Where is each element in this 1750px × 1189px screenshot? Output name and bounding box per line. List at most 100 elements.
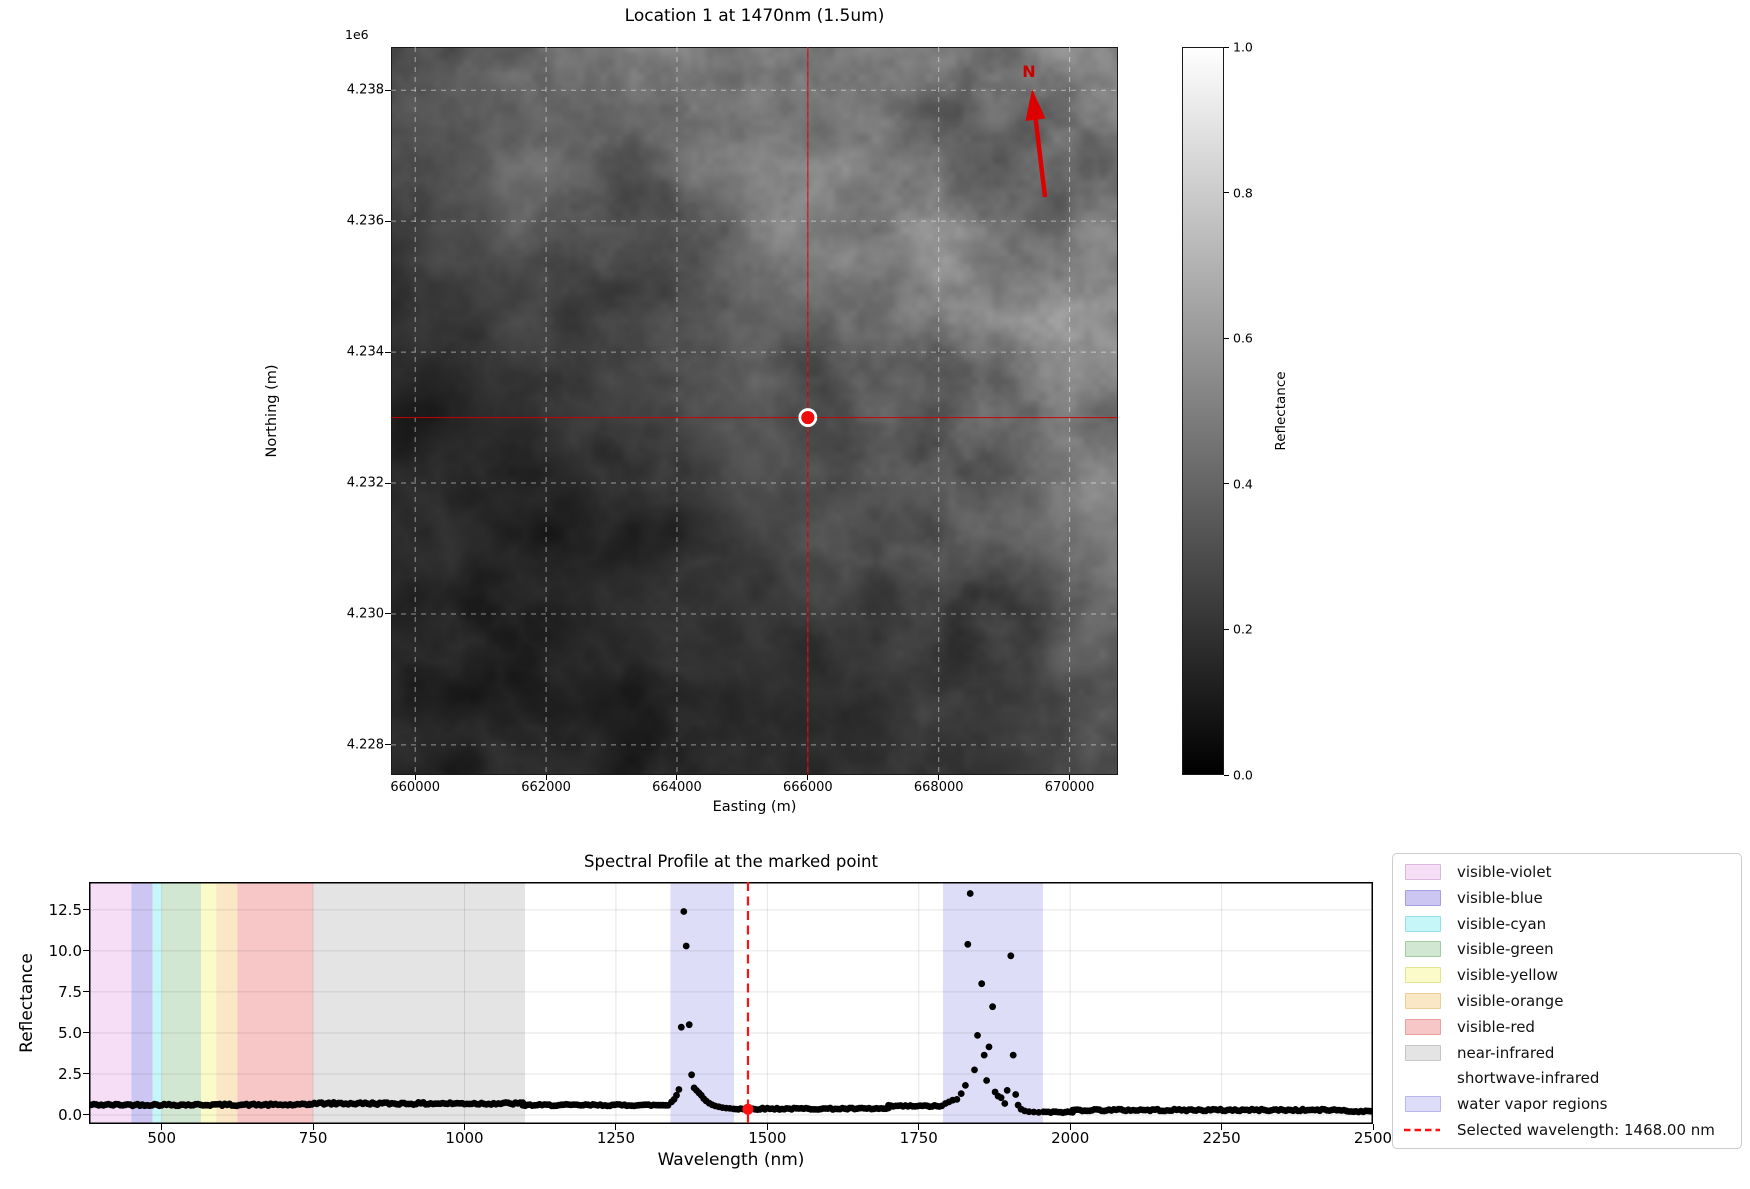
tick-mark xyxy=(83,1032,89,1034)
legend-color-swatch xyxy=(1405,1044,1441,1061)
tick-mark xyxy=(615,1124,617,1130)
spectrum-spike-point xyxy=(680,908,688,915)
legend-item: visible-green xyxy=(1393,937,1741,962)
spectral-x-tick-label: 1750 xyxy=(899,1129,938,1147)
spectrum-spike-point xyxy=(985,1043,993,1051)
tick-mark xyxy=(1069,775,1071,780)
spectral-y-tick-label: 7.5 xyxy=(58,982,82,1001)
spectrum-spike-point xyxy=(675,1086,683,1093)
legend-item-label: visible-yellow xyxy=(1457,966,1558,985)
colorbar-tick-label: 0.2 xyxy=(1233,621,1253,637)
tick-mark xyxy=(1224,192,1229,194)
legend-item: Selected wavelength: 1468.00 nm xyxy=(1393,1118,1741,1143)
legend-color-swatch xyxy=(1405,889,1441,906)
spectrum-spike-point xyxy=(688,1071,695,1079)
map-title: Location 1 at 1470nm (1.5um) xyxy=(624,6,885,26)
tick-mark xyxy=(464,1124,465,1130)
legend-item: water vapor regions xyxy=(1393,1092,1741,1117)
band-water-vapor-regions xyxy=(942,882,1043,1124)
map-gridlines xyxy=(391,47,1118,775)
colorbar-tick-label: 0.0 xyxy=(1233,767,1253,783)
legend-item-label: visible-blue xyxy=(1457,888,1543,907)
map-x-tick-label: 666000 xyxy=(783,780,833,795)
map-y-axis-label: Northing (m) xyxy=(264,364,280,458)
tick-mark xyxy=(1221,1124,1223,1130)
spectral-y-axis-label: Reflectance xyxy=(17,953,37,1053)
legend-item: visible-orange xyxy=(1393,988,1741,1013)
tick-mark xyxy=(83,950,89,952)
map-x-tick-label: 664000 xyxy=(652,780,702,795)
colorbar-tick-label: 0.8 xyxy=(1233,185,1253,201)
selected-point-marker[interactable] xyxy=(742,1103,754,1115)
map-y-tick-label: 4.228 xyxy=(346,737,384,753)
tick-mark xyxy=(312,1124,314,1130)
legend-color-swatch xyxy=(1405,1096,1441,1113)
spectrum-spike-point xyxy=(682,942,690,950)
legend-item-label: Selected wavelength: 1468.00 nm xyxy=(1457,1121,1715,1140)
spectral-x-tick-label: 1500 xyxy=(748,1129,787,1147)
spectrum-spike-point xyxy=(1030,1108,1038,1116)
band-visible-yellow xyxy=(201,882,217,1124)
band-visible-violet xyxy=(89,882,132,1124)
tick-mark xyxy=(385,482,391,484)
tick-mark xyxy=(385,89,391,91)
map-y-tick-label: 4.238 xyxy=(346,82,384,98)
tick-mark xyxy=(83,1114,89,1116)
spectral-y-tick-label: 10.0 xyxy=(48,941,82,960)
spectral-x-axis-label: Wavelength (nm) xyxy=(657,1150,805,1170)
colorbar-gradient xyxy=(1182,47,1224,775)
legend-item-label: near-infrared xyxy=(1457,1043,1555,1062)
spectrum-spike-point xyxy=(966,890,974,897)
legend-color-swatch xyxy=(1405,967,1441,984)
colorbar-label: Reflectance xyxy=(1273,371,1289,451)
tick-mark xyxy=(1224,46,1229,48)
spectral-title: Spectral Profile at the marked point xyxy=(584,852,878,871)
spectrum-spike-point xyxy=(971,1066,978,1074)
spectrum-spike-point xyxy=(1007,952,1015,960)
spectrum-spike-point xyxy=(997,1094,1005,1102)
spectrum-spike-point xyxy=(1012,1091,1020,1098)
spectral-y-tick-label: 2.5 xyxy=(58,1064,82,1083)
map-x-tick-label: 662000 xyxy=(521,780,571,795)
legend-item-label: visible-green xyxy=(1457,940,1554,959)
spectral-y-tick-label: 12.5 xyxy=(48,900,82,919)
map-image[interactable] xyxy=(391,47,1118,775)
legend-item-label: visible-red xyxy=(1457,1017,1535,1036)
spectral-x-tick-label: 2250 xyxy=(1202,1129,1241,1147)
spectrum-spike-point xyxy=(1035,1109,1043,1116)
legend-item: visible-cyan xyxy=(1393,911,1741,936)
legend-item-label: water vapor regions xyxy=(1457,1095,1608,1114)
spectral-x-tick-label: 2500 xyxy=(1353,1129,1393,1147)
tick-mark xyxy=(414,775,416,780)
spectral-x-tick-label: 2000 xyxy=(1051,1129,1090,1147)
spectral-y-tick-label: 5.0 xyxy=(58,1023,82,1042)
spectrum-spike-point xyxy=(730,1105,737,1113)
map-y-axis-offset-label: 1e6 xyxy=(345,27,369,42)
tick-mark xyxy=(161,1124,163,1130)
band-visible-blue xyxy=(131,882,153,1124)
legend-item: near-infrared xyxy=(1393,1040,1741,1065)
spectral-plot[interactable] xyxy=(89,882,1373,1124)
marked-point[interactable] xyxy=(798,408,818,427)
tick-mark xyxy=(938,775,940,780)
spectrum-spike-point xyxy=(964,940,972,948)
legend-item-label: visible-cyan xyxy=(1457,914,1547,933)
map-x-tick-label: 668000 xyxy=(913,780,964,795)
legend-color-swatch xyxy=(1405,915,1441,932)
legend-item: visible-yellow xyxy=(1393,963,1741,988)
legend-item-label: visible-violet xyxy=(1457,862,1552,881)
colorbar-tick-label: 0.4 xyxy=(1233,476,1253,492)
legend-item: shortwave-infrared xyxy=(1393,1066,1741,1091)
tick-mark xyxy=(1372,1124,1374,1130)
spectral-legend: visible-violet visible-blue visible-cyan vi… xyxy=(1392,853,1742,1149)
spectrum-spike-point xyxy=(677,1023,685,1031)
spectrum-point xyxy=(1369,1107,1373,1115)
spectrum-spike-point xyxy=(978,980,986,988)
spectrum-spike-point xyxy=(989,1003,996,1011)
spectral-x-tick-label: 1000 xyxy=(445,1129,484,1147)
tick-mark xyxy=(1224,337,1229,339)
band-visible-orange xyxy=(216,882,238,1124)
spectrum-spike-point xyxy=(953,1096,961,1103)
legend-color-swatch xyxy=(1405,992,1441,1009)
map-x-tick-label: 670000 xyxy=(1044,780,1095,795)
